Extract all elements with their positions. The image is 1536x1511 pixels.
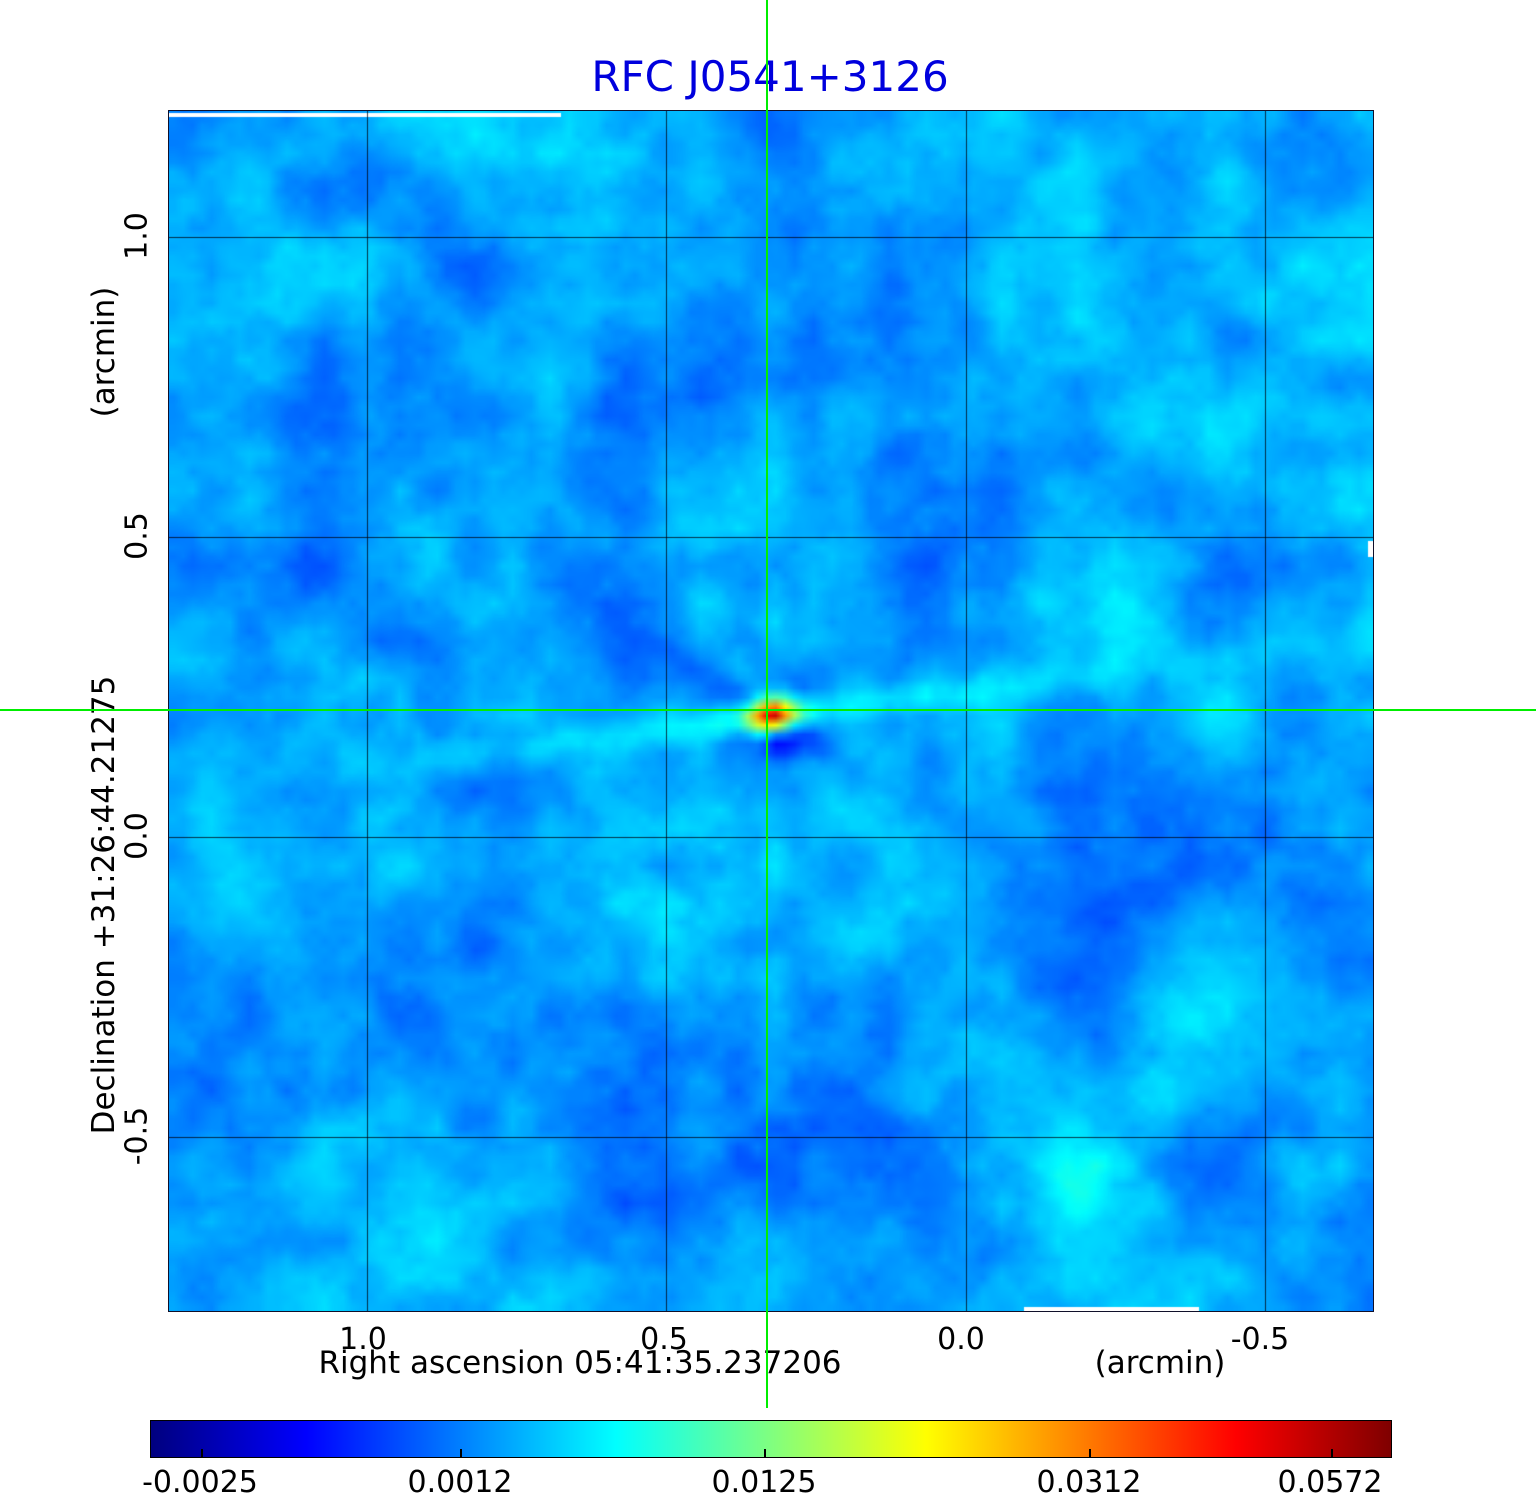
x-tick-label-2: 0.5	[640, 1322, 688, 1357]
y-tick-label-4: -0.5	[119, 1106, 155, 1166]
x-axis-unit-label: (arcmin)	[1094, 1345, 1226, 1381]
plot-title: RFC J0541+3126	[591, 52, 949, 101]
y-axis-label: Declination +31:26:44.21275	[86, 675, 122, 1135]
x-tick-label-4: -0.5	[1230, 1322, 1290, 1357]
colorbar-tick	[1089, 1449, 1091, 1457]
colorbar-tick-label-3: 0.0125	[711, 1465, 817, 1500]
x-tick-label-1: 1.0	[339, 1322, 387, 1357]
colorbar-tick-label-1: -0.0025	[142, 1465, 258, 1500]
x-axis-label: Right ascension 05:41:35.237206	[318, 1345, 842, 1381]
colorbar-tick-label-4: 0.0312	[1036, 1465, 1142, 1500]
colorbar-tick	[1331, 1449, 1333, 1457]
y-tick-label-1: 1.0	[119, 212, 155, 260]
y-tick-label-2: 0.5	[119, 512, 155, 560]
colorbar-tick	[201, 1449, 203, 1457]
y-tick-label-3: 0.0	[119, 812, 155, 860]
colorbar-gradient	[151, 1421, 1391, 1457]
y-axis-unit-label: (arcmin)	[86, 286, 122, 418]
sky-map-canvas	[169, 111, 1373, 1311]
colorbar-tick	[460, 1449, 462, 1457]
sky-map-plot	[168, 110, 1374, 1312]
crosshair-horizontal-line	[0, 709, 1536, 711]
colorbar-tick-label-2: 0.0012	[407, 1465, 513, 1500]
colorbar-tick	[764, 1449, 766, 1457]
colorbar	[150, 1420, 1392, 1458]
crosshair-vertical-line	[766, 0, 768, 1408]
colorbar-tick-label-5: 0.0572	[1277, 1465, 1383, 1500]
x-tick-label-3: 0.0	[937, 1322, 985, 1357]
